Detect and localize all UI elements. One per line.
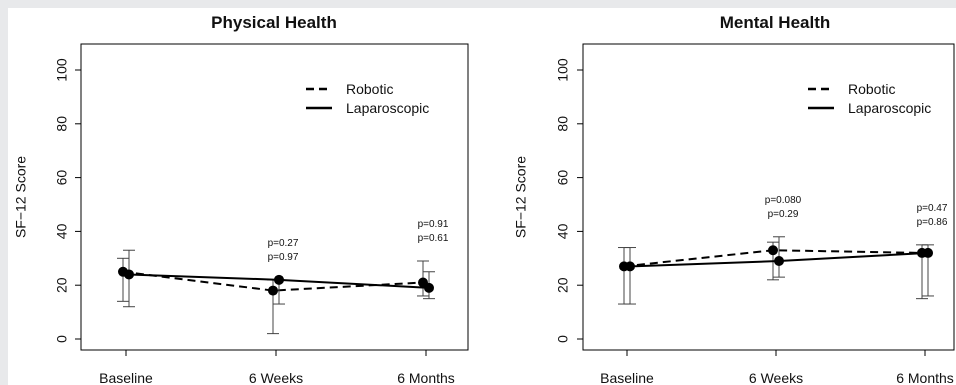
p-value-annotation: p=0.97 xyxy=(268,252,299,263)
data-point xyxy=(768,245,778,256)
p-value-annotation: p=0.27 xyxy=(268,238,299,249)
data-point xyxy=(268,285,278,296)
y-tick-label: 20 xyxy=(54,277,70,293)
p-value-annotation: p=0.080 xyxy=(765,195,802,206)
y-tick-label: 80 xyxy=(54,116,70,132)
legend-label: Robotic xyxy=(848,81,895,97)
y-tick-label: 80 xyxy=(555,116,571,132)
chart-title: Physical Health xyxy=(211,13,337,32)
y-axis-label: SF−12 Score xyxy=(513,156,529,238)
data-point xyxy=(274,274,284,285)
data-point xyxy=(424,282,434,293)
plot-frame xyxy=(80,43,469,351)
data-point xyxy=(774,255,784,266)
y-axis-label: SF−12 Score xyxy=(13,156,29,238)
y-tick-label: 0 xyxy=(555,335,571,343)
y-tick-label: 100 xyxy=(555,58,571,82)
x-tick-label: 6 Weeks xyxy=(749,370,803,385)
x-tick-label: Baseline xyxy=(600,370,654,385)
p-value-annotation: p=0.91 xyxy=(418,219,449,230)
series-laparoscopic xyxy=(624,236,934,305)
p-value-annotation: p=0.86 xyxy=(917,217,948,228)
legend: Robotic Laparoscopic xyxy=(808,81,931,116)
x-tick-label: 6 Months xyxy=(397,370,455,385)
y-tick-label: 40 xyxy=(54,223,70,239)
x-tick-label: Baseline xyxy=(99,370,153,385)
y-tick-label: 60 xyxy=(54,170,70,186)
p-value-annotation: p=0.29 xyxy=(768,209,799,220)
y-tick-label: 100 xyxy=(54,58,70,82)
p-value-annotation: p=0.61 xyxy=(418,233,449,244)
chart-panel-1: Physical Health 0 20 40 60 80 100 SF−12 Score Ba… xyxy=(13,13,469,385)
data-point xyxy=(923,247,933,258)
legend: Robotic Laparoscopic xyxy=(306,81,429,116)
chart-title: Mental Health xyxy=(720,13,831,32)
y-tick-label: 20 xyxy=(555,277,571,293)
figure-background xyxy=(8,8,956,385)
p-value-annotation: p=0.47 xyxy=(917,203,948,214)
chart-panel-2: Mental Health 0 20 40 60 80 100 SF−12 Score Base… xyxy=(513,13,955,385)
data-point xyxy=(625,261,635,272)
plot-frame xyxy=(582,43,955,351)
legend-label: Laparoscopic xyxy=(848,100,931,116)
x-tick-label: 6 Months xyxy=(896,370,954,385)
series-laparoscopic xyxy=(123,249,435,308)
legend-label: Robotic xyxy=(346,81,393,97)
y-tick-label: 60 xyxy=(555,170,571,186)
y-tick-label: 0 xyxy=(54,335,70,343)
data-point xyxy=(124,269,134,280)
legend-label: Laparoscopic xyxy=(346,100,429,116)
y-tick-label: 40 xyxy=(555,223,571,239)
x-tick-label: 6 Weeks xyxy=(249,370,303,385)
